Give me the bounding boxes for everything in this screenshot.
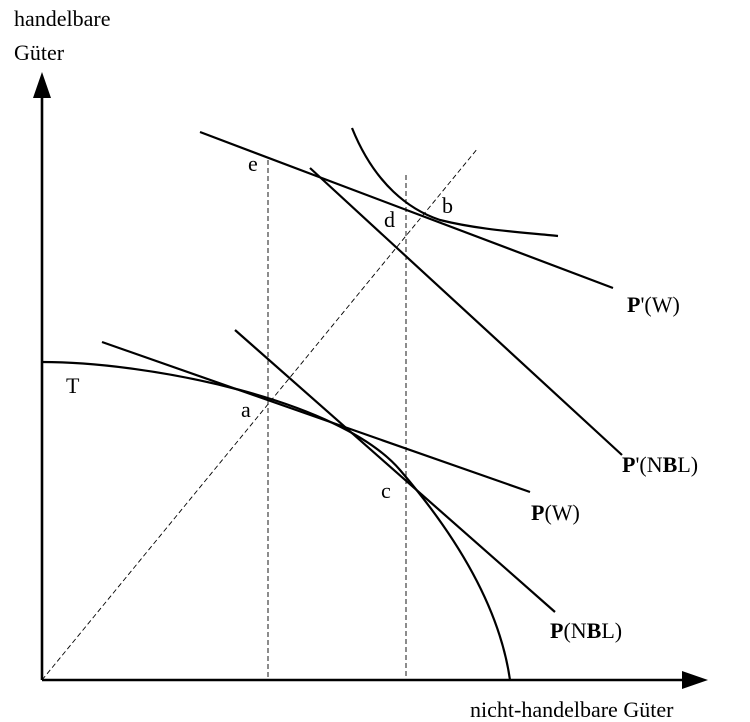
label-b: b	[442, 193, 453, 218]
pnbl-prime-line	[309, 167, 623, 456]
pw-prime-line	[199, 130, 614, 290]
label-T: T	[66, 373, 80, 398]
label-pw: P(W)	[531, 500, 580, 525]
pnbl-line	[234, 329, 556, 613]
x-axis-label: nicht-handelbare Güter	[470, 697, 674, 722]
label-c: c	[381, 478, 391, 503]
label-pw-prime: P'(W)	[627, 292, 680, 317]
label-d: d	[384, 207, 395, 232]
label-e: e	[248, 151, 258, 176]
y-axis-arrow-icon	[33, 72, 51, 98]
y-axis-label-line1: handelbare	[14, 6, 111, 31]
label-pnbl: P(NBL)	[550, 618, 622, 643]
pw-line	[101, 340, 531, 494]
label-pnbl-prime: P'(NBL)	[622, 452, 698, 477]
y-axis-label-line2: Güter	[14, 40, 65, 65]
x-axis-arrow-icon	[682, 671, 708, 689]
label-a: a	[241, 397, 251, 422]
indifference-curve	[350, 127, 559, 238]
diagonal-ray	[41, 147, 479, 681]
transformation-curve	[41, 360, 512, 681]
